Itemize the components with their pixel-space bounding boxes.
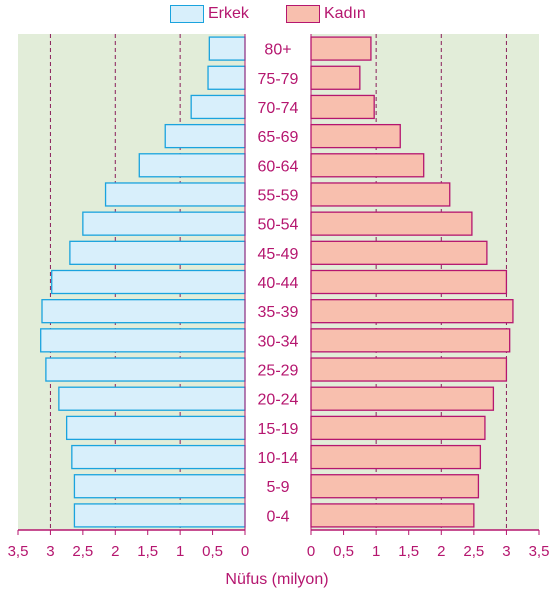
age-label-0-4: 0-4 xyxy=(266,508,289,525)
tick-labels: 0 0 0,5 0,5 1 1 1,5 1,5 2 2 2,5 2,5 3 3 3,5 3,5 xyxy=(8,530,550,560)
age-label-20-24: 20-24 xyxy=(258,392,299,409)
tick-label-right-3: 1,5 xyxy=(398,543,419,560)
bar-female-50-54 xyxy=(310,211,473,236)
age-label-35-39: 35-39 xyxy=(258,304,299,321)
bar-female-30-34 xyxy=(310,328,511,353)
bar-female-65-69 xyxy=(310,123,401,149)
tick-label-right-0: 0 xyxy=(307,543,315,560)
bar-female-5-9 xyxy=(310,474,480,499)
bar-female-15-19 xyxy=(310,415,486,441)
bar-male-15-19 xyxy=(65,415,246,441)
bar-male-40-44 xyxy=(51,269,246,295)
legend-female-swatch xyxy=(286,5,320,23)
bar-female-10-14 xyxy=(310,444,482,470)
tick-label-right-5: 2,5 xyxy=(463,543,484,560)
age-group-labels: 0-4 5-9 10-14 15-19 20-24 25-29 30-34 35-39 40-4… xyxy=(258,42,299,526)
axes xyxy=(18,34,539,531)
age-label-80+: 80+ xyxy=(264,42,291,59)
tick-label-right-6: 3 xyxy=(502,543,510,560)
bar-female-45-49 xyxy=(310,240,488,265)
age-label-40-44: 40-44 xyxy=(258,275,299,292)
age-label-60-64: 60-64 xyxy=(258,158,299,175)
tick-label-left-7: 3,5 xyxy=(8,543,29,560)
bar-male-5-9 xyxy=(73,474,246,499)
tick-label-right-1: 0,5 xyxy=(333,543,354,560)
bar-female-70-74 xyxy=(310,94,375,120)
legend-female-label: Kadın xyxy=(324,5,366,22)
bar-female-80+ xyxy=(310,36,372,61)
tick-label-left-0: 0 xyxy=(241,543,249,560)
tick-label-right-4: 2 xyxy=(437,543,445,560)
bar-male-55-59 xyxy=(104,182,246,207)
bar-female-35-39 xyxy=(310,299,514,324)
tick-label-left-3: 1,5 xyxy=(137,543,158,560)
bar-female-40-44 xyxy=(310,269,508,295)
age-label-30-34: 30-34 xyxy=(258,333,299,350)
age-label-15-19: 15-19 xyxy=(258,421,299,438)
bar-male-35-39 xyxy=(41,299,246,324)
bar-male-65-69 xyxy=(164,123,246,149)
bar-female-0-4 xyxy=(310,503,475,528)
age-label-75-79: 75-79 xyxy=(258,71,299,88)
bar-female-20-24 xyxy=(310,386,495,411)
bar-male-45-49 xyxy=(69,240,246,265)
tick-label-right-7: 3,5 xyxy=(529,543,550,560)
bar-male-75-79 xyxy=(207,65,246,90)
legend-male: Erkek xyxy=(170,3,249,25)
tick-label-left-1: 0,5 xyxy=(202,543,223,560)
bar-female-60-64 xyxy=(310,153,425,178)
age-label-10-14: 10-14 xyxy=(258,450,299,467)
x-axis-label: Nüfus (milyon) xyxy=(225,571,328,588)
tick-label-right-2: 1 xyxy=(372,543,380,560)
tick-label-left-2: 1 xyxy=(176,543,184,560)
bar-male-70-74 xyxy=(190,94,246,120)
bar-male-25-29 xyxy=(45,357,246,382)
bar-male-0-4 xyxy=(73,503,246,528)
age-label-70-74: 70-74 xyxy=(258,100,299,117)
age-label-45-49: 45-49 xyxy=(258,246,299,263)
bars xyxy=(40,36,514,528)
age-label-25-29: 25-29 xyxy=(258,363,299,380)
tick-label-left-4: 2 xyxy=(111,543,119,560)
bar-male-30-34 xyxy=(40,328,246,353)
bar-male-10-14 xyxy=(71,444,246,470)
bar-female-55-59 xyxy=(310,182,451,207)
age-label-50-54: 50-54 xyxy=(258,217,299,234)
bar-female-25-29 xyxy=(310,357,508,382)
tick-label-left-5: 2,5 xyxy=(72,543,93,560)
age-label-55-59: 55-59 xyxy=(258,187,299,204)
bar-male-60-64 xyxy=(138,153,246,178)
legend-female: Kadın xyxy=(286,3,366,25)
legend-male-label: Erkek xyxy=(208,5,249,22)
bar-male-50-54 xyxy=(82,211,246,236)
tick-label-left-6: 3 xyxy=(46,543,54,560)
age-label-5-9: 5-9 xyxy=(266,479,289,496)
bar-male-20-24 xyxy=(58,386,246,411)
legend-male-swatch xyxy=(170,5,204,23)
bar-female-75-79 xyxy=(310,65,361,90)
bar-male-80+ xyxy=(208,36,246,61)
age-label-65-69: 65-69 xyxy=(258,129,299,146)
